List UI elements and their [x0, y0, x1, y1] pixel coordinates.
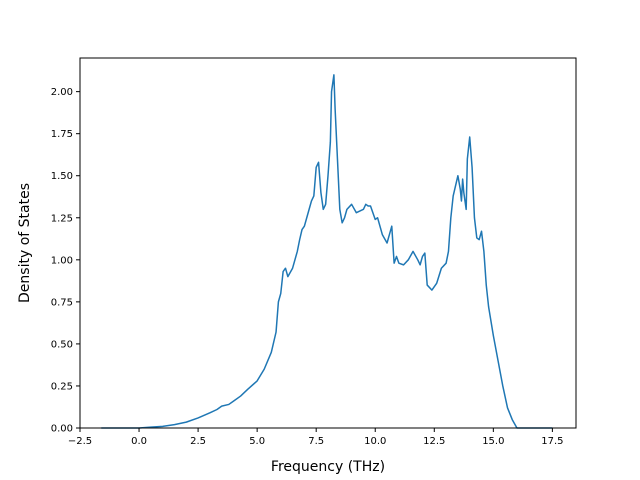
y-tick-label: 1.25 — [51, 213, 73, 224]
x-tick-label: 17.5 — [541, 436, 563, 447]
y-tick-label: 0.75 — [51, 297, 73, 308]
axes-frame — [79, 57, 577, 429]
y-tick-label: 1.75 — [51, 129, 73, 140]
y-tick-label: 2.00 — [51, 87, 73, 98]
y-tick-label: 0.00 — [51, 424, 73, 435]
y-tick-label: 0.25 — [51, 381, 73, 392]
x-tick-label: 7.5 — [308, 436, 324, 447]
plot-area — [101, 74, 553, 429]
y-tick-label: 0.50 — [51, 339, 73, 350]
y-axis-label: Density of States — [17, 183, 33, 303]
x-tick-label: 2.5 — [190, 436, 206, 447]
y-tick-label: 1.50 — [51, 171, 73, 182]
x-tick-label: 12.5 — [423, 436, 445, 447]
x-tick-label: 5.0 — [249, 436, 265, 447]
x-tick-label: 10.0 — [364, 436, 386, 447]
x-tick-label: −2.5 — [68, 436, 92, 447]
y-tick-label: 1.00 — [51, 255, 73, 266]
x-tick-label: 0.0 — [131, 436, 147, 447]
x-axis-label: Frequency (THz) — [271, 459, 385, 475]
y-axis: 0.00 0.25 0.50 0.75 1.00 1.25 1.50 1.75 2.00 — [51, 87, 80, 435]
x-tick-label: 15.0 — [482, 436, 504, 447]
x-axis: −2.5 0.0 2.5 5.0 7.5 10.0 12.5 15.0 17.5 — [68, 428, 564, 447]
dos-series-line — [101, 74, 553, 429]
